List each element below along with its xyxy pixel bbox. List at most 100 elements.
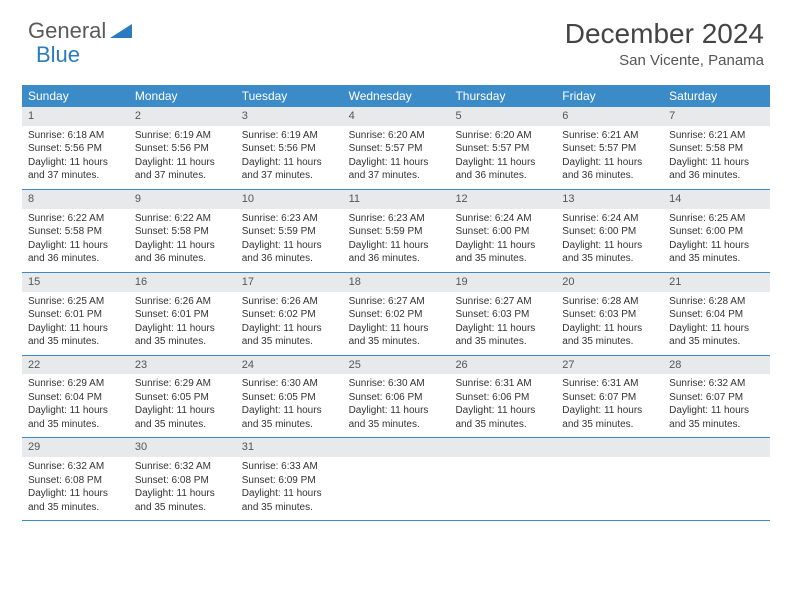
day-ss: Sunset: 6:05 PM: [242, 391, 337, 405]
day-ss: Sunset: 6:07 PM: [669, 391, 764, 405]
weekday-header: Thursday: [449, 85, 556, 107]
day-cell: [663, 438, 770, 520]
day-number: 25: [343, 356, 450, 375]
day-sr: Sunrise: 6:24 AM: [455, 212, 550, 226]
day-d2: and 35 minutes.: [135, 501, 230, 515]
day-number: 16: [129, 273, 236, 292]
day-number: 13: [556, 190, 663, 209]
day-cell: 28Sunrise: 6:32 AMSunset: 6:07 PMDayligh…: [663, 356, 770, 438]
day-info: Sunrise: 6:32 AMSunset: 6:08 PMDaylight:…: [22, 460, 129, 514]
day-d2: and 35 minutes.: [669, 418, 764, 432]
day-ss: Sunset: 5:59 PM: [349, 225, 444, 239]
month-title: December 2024: [565, 18, 764, 50]
day-sr: Sunrise: 6:18 AM: [28, 129, 123, 143]
day-ss: Sunset: 6:08 PM: [28, 474, 123, 488]
day-d2: and 35 minutes.: [562, 252, 657, 266]
day-info: Sunrise: 6:24 AMSunset: 6:00 PMDaylight:…: [556, 212, 663, 266]
day-number: 21: [663, 273, 770, 292]
day-sr: Sunrise: 6:23 AM: [349, 212, 444, 226]
day-number: [343, 438, 450, 457]
day-d2: and 35 minutes.: [669, 335, 764, 349]
day-ss: Sunset: 6:05 PM: [135, 391, 230, 405]
day-ss: Sunset: 6:06 PM: [349, 391, 444, 405]
day-number: 8: [22, 190, 129, 209]
day-cell: 13 Sunrise: 6:24 AMSunset: 6:00 PMDayligh…: [556, 190, 663, 272]
day-d1: Daylight: 11 hours: [669, 239, 764, 253]
day-d2: and 35 minutes.: [242, 501, 337, 515]
day-number: 17: [236, 273, 343, 292]
week-row: 8Sunrise: 6:22 AMSunset: 5:58 PMDaylight…: [22, 190, 770, 273]
day-d2: and 36 minutes.: [562, 169, 657, 183]
day-number: 23: [129, 356, 236, 375]
day-ss: Sunset: 6:02 PM: [242, 308, 337, 322]
day-info: Sunrise: 6:24 AMSunset: 6:00 PMDaylight:…: [449, 212, 556, 266]
day-d1: Daylight: 11 hours: [242, 404, 337, 418]
day-d1: Daylight: 11 hours: [242, 239, 337, 253]
day-d2: and 37 minutes.: [242, 169, 337, 183]
day-d1: Daylight: 11 hours: [28, 322, 123, 336]
day-d1: Daylight: 11 hours: [349, 322, 444, 336]
day-sr: Sunrise: 6:21 AM: [562, 129, 657, 143]
day-cell: 14 Sunrise: 6:25 AMSunset: 6:00 PMDayligh…: [663, 190, 770, 272]
day-info: Sunrise: 6:27 AMSunset: 6:03 PMDaylight:…: [449, 295, 556, 349]
day-d1: Daylight: 11 hours: [562, 404, 657, 418]
day-d1: Daylight: 11 hours: [669, 322, 764, 336]
day-d2: and 35 minutes.: [28, 335, 123, 349]
weekday-header: Friday: [556, 85, 663, 107]
day-info: Sunrise: 6:21 AMSunset: 5:58 PMDaylight:…: [663, 129, 770, 183]
day-d1: Daylight: 11 hours: [242, 322, 337, 336]
weekday-header: Wednesday: [343, 85, 450, 107]
day-info: Sunrise: 6:25 AMSunset: 6:00 PMDaylight:…: [663, 212, 770, 266]
day-d1: Daylight: 11 hours: [242, 487, 337, 501]
day-number: 31: [236, 438, 343, 457]
day-number: 19: [449, 273, 556, 292]
day-cell: 26Sunrise: 6:31 AMSunset: 6:06 PMDayligh…: [449, 356, 556, 438]
day-cell: 2Sunrise: 6:19 AMSunset: 5:56 PMDaylight…: [129, 107, 236, 189]
day-info: Sunrise: 6:31 AMSunset: 6:06 PMDaylight:…: [449, 377, 556, 431]
calendar: SundayMondayTuesdayWednesdayThursdayFrid…: [22, 85, 770, 521]
day-info: Sunrise: 6:20 AMSunset: 5:57 PMDaylight:…: [343, 129, 450, 183]
day-number: 22: [22, 356, 129, 375]
day-cell: 22 Sunrise: 6:29 AMSunset: 6:04 PMDayligh…: [22, 356, 129, 438]
day-d1: Daylight: 11 hours: [349, 404, 444, 418]
day-sr: Sunrise: 6:21 AM: [669, 129, 764, 143]
day-sr: Sunrise: 6:20 AM: [455, 129, 550, 143]
day-ss: Sunset: 6:00 PM: [669, 225, 764, 239]
day-d2: and 35 minutes.: [242, 335, 337, 349]
day-d1: Daylight: 11 hours: [669, 156, 764, 170]
day-sr: Sunrise: 6:28 AM: [562, 295, 657, 309]
day-d1: Daylight: 11 hours: [455, 239, 550, 253]
header-right: December 2024 San Vicente, Panama: [565, 18, 764, 69]
day-number: 12: [449, 190, 556, 209]
day-sr: Sunrise: 6:29 AM: [135, 377, 230, 391]
day-d2: and 35 minutes.: [669, 252, 764, 266]
day-info: Sunrise: 6:29 AMSunset: 6:04 PMDaylight:…: [22, 377, 129, 431]
day-d2: and 36 minutes.: [242, 252, 337, 266]
day-number: 14: [663, 190, 770, 209]
day-d2: and 35 minutes.: [455, 335, 550, 349]
day-number: 24: [236, 356, 343, 375]
day-number: 5: [449, 107, 556, 126]
day-d1: Daylight: 11 hours: [135, 404, 230, 418]
day-d2: and 35 minutes.: [242, 418, 337, 432]
day-ss: Sunset: 6:09 PM: [242, 474, 337, 488]
day-number: 9: [129, 190, 236, 209]
day-number: [556, 438, 663, 457]
day-ss: Sunset: 5:59 PM: [242, 225, 337, 239]
day-d2: and 35 minutes.: [28, 501, 123, 515]
day-sr: Sunrise: 6:30 AM: [349, 377, 444, 391]
day-d2: and 36 minutes.: [28, 252, 123, 266]
day-cell: 3Sunrise: 6:19 AMSunset: 5:56 PMDaylight…: [236, 107, 343, 189]
day-ss: Sunset: 6:03 PM: [455, 308, 550, 322]
day-d2: and 36 minutes.: [349, 252, 444, 266]
day-d1: Daylight: 11 hours: [562, 156, 657, 170]
day-info: Sunrise: 6:32 AMSunset: 6:07 PMDaylight:…: [663, 377, 770, 431]
day-ss: Sunset: 6:04 PM: [28, 391, 123, 405]
day-ss: Sunset: 5:57 PM: [562, 142, 657, 156]
day-number: 30: [129, 438, 236, 457]
day-info: Sunrise: 6:29 AMSunset: 6:05 PMDaylight:…: [129, 377, 236, 431]
day-number: [449, 438, 556, 457]
day-ss: Sunset: 6:02 PM: [349, 308, 444, 322]
day-sr: Sunrise: 6:23 AM: [242, 212, 337, 226]
day-d1: Daylight: 11 hours: [455, 404, 550, 418]
